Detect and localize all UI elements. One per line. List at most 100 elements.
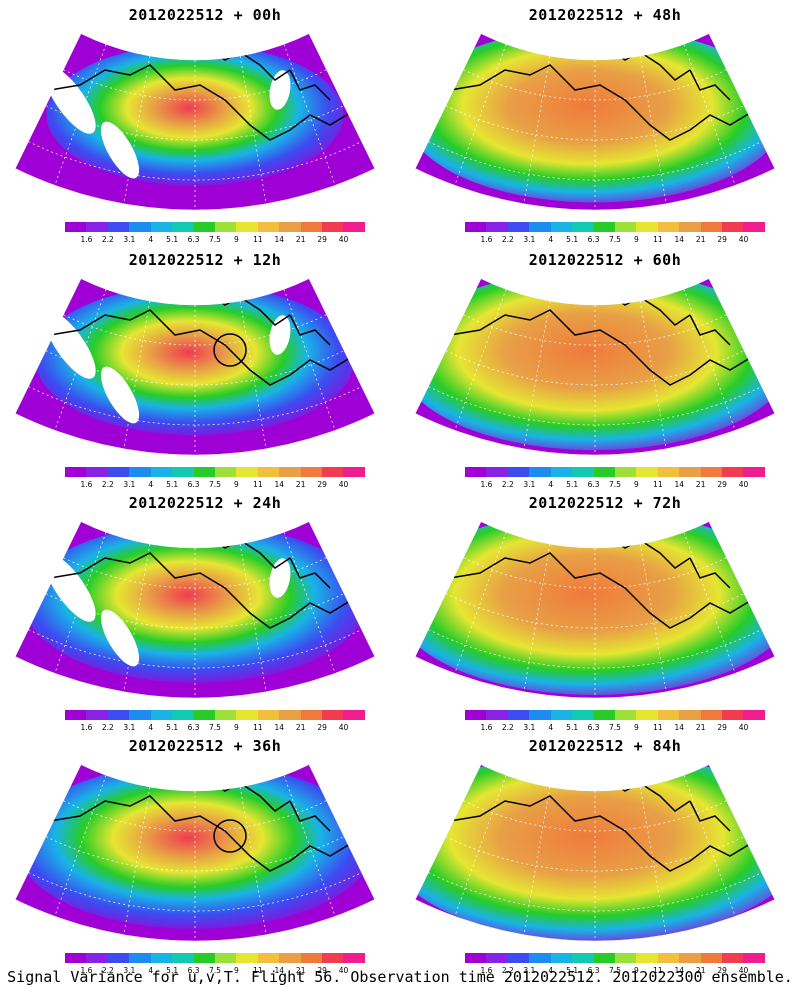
map-boundary [414, 521, 776, 699]
colorbar-segment [322, 467, 344, 477]
colorbar-label: 40 [738, 966, 749, 975]
colorbar-label: 29 [317, 235, 327, 244]
colorbar-segment [636, 710, 658, 720]
colorbar-label: 21 [695, 966, 706, 975]
colorbar-label: 3.1 [523, 723, 536, 732]
colorbar-segment [65, 953, 87, 963]
colorbar-label: 9 [634, 480, 639, 489]
forecast-panel: 2012022512 + 84h 1.6 2.2 3.1 4 5.1 6.3 7.5 9 11 14… [410, 731, 800, 976]
colorbar-segment [322, 710, 344, 720]
colorbar-label: 6.3 [187, 480, 200, 489]
latitude-line [63, 69, 327, 101]
colorbar-segment [572, 222, 594, 232]
forecast-panel: 2012022512 + 48h 1.6 2.2 3.1 4 5.1 6.3 7.5 9 11 14… [410, 0, 800, 245]
colorbar-segment [700, 953, 723, 963]
colorbar-segment [214, 710, 237, 720]
colorbar-segment [65, 467, 87, 477]
colorbar-label: 2.2 [101, 723, 114, 732]
colorbar-label: 1.6 [480, 966, 493, 975]
colorbar-label: 40 [338, 235, 349, 244]
colorbar-segment [465, 467, 487, 477]
colorbar-segment [572, 710, 594, 720]
colorbar-segment [214, 467, 237, 477]
colorbar-label: 9 [234, 480, 239, 489]
colorbar-segment [722, 222, 744, 232]
colorbar-segment [679, 222, 701, 232]
colorbar-label: 5.1 [166, 480, 179, 489]
colorbar-segment [279, 710, 301, 720]
latitude-line [63, 314, 327, 346]
colorbar-label: 21 [695, 480, 706, 489]
colorbar-label: 29 [717, 480, 727, 489]
variance-field [415, 278, 775, 451]
colorbar-segment [172, 710, 194, 720]
colorbar-segment [679, 953, 701, 963]
latitude-line [463, 557, 727, 589]
colorbar-segment [593, 953, 615, 963]
colorbar-label: 40 [338, 480, 349, 489]
colorbar-segment [129, 953, 151, 963]
colorbar-segment [300, 467, 323, 477]
colorbar-segment [593, 467, 615, 477]
colorbar-segment [679, 710, 701, 720]
colorbar-segment [150, 467, 173, 477]
colorbar-segment [614, 222, 637, 232]
colorbar-segment [722, 953, 744, 963]
colorbar-segment [636, 953, 658, 963]
colorbar [465, 710, 765, 720]
colorbar-segment [172, 953, 194, 963]
latitude-line [463, 314, 727, 346]
colorbar-segment [193, 710, 215, 720]
colorbar-labels: 1.6 2.2 3.1 4 5.1 6.3 7.5 9 11 14 21 29 40 [65, 235, 365, 245]
colorbar-segment [86, 222, 108, 232]
colorbar-label: 9 [234, 235, 239, 244]
colorbar-label: 11 [253, 966, 263, 975]
colorbar-segment [343, 467, 365, 477]
colorbar-label: 21 [295, 723, 306, 732]
colorbar-label: 3.1 [123, 235, 136, 244]
colorbar-segment [657, 953, 680, 963]
colorbar-segment [550, 222, 573, 232]
colorbar-segment [529, 953, 551, 963]
colorbar-label: 5.1 [566, 480, 579, 489]
colorbar-segment [172, 467, 194, 477]
colorbar-segment [636, 222, 658, 232]
colorbar-segment [529, 222, 551, 232]
colorbar-label: 3.1 [523, 235, 536, 244]
colorbar-label: 2.2 [101, 966, 114, 975]
colorbar-label: 29 [317, 966, 327, 975]
colorbar-label: 6.3 [187, 235, 200, 244]
colorbar-label: 11 [653, 723, 663, 732]
variance-map [14, 521, 376, 699]
colorbar-segment [550, 467, 573, 477]
colorbar-label: 6.3 [587, 480, 600, 489]
colorbar-label: 7.5 [609, 723, 621, 732]
colorbar-label: 11 [653, 966, 663, 975]
colorbar-segment [107, 710, 130, 720]
colorbar [65, 710, 365, 720]
latitude-line [63, 800, 327, 832]
colorbar-segment [193, 467, 215, 477]
variance-field [415, 764, 775, 941]
map-boundary [14, 521, 376, 699]
colorbar-segment [107, 953, 130, 963]
colorbar-segment [107, 467, 130, 477]
colorbar-segment [614, 710, 637, 720]
colorbar-labels: 1.6 2.2 3.1 4 5.1 6.3 7.5 9 11 14 21 29 40 [465, 723, 765, 733]
colorbar-label: 4 [548, 235, 554, 244]
colorbar-label: 7.5 [209, 723, 221, 732]
longitude-line [239, 55, 267, 204]
forecast-panel: 2012022512 + 12h 1.6 2.2 3.1 4 5.1 6.3 7.5 9 11 14… [10, 245, 400, 490]
colorbar-segment [700, 467, 723, 477]
forecast-panel: 2012022512 + 36h 1.6 2.2 3.1 4 5.1 6.3 7.5 9 11 14… [10, 731, 400, 976]
colorbar-label: 6.3 [187, 723, 200, 732]
forecast-panel: 2012022512 + 24h 1.6 2.2 3.1 4 5.1 6.3 7.5 9 11 14… [10, 488, 400, 733]
variance-map [414, 278, 776, 456]
colorbar-label: 1.6 [80, 966, 93, 975]
colorbar-segment [65, 222, 87, 232]
colorbar-label: 1.6 [80, 723, 93, 732]
colorbar-label: 7.5 [209, 480, 221, 489]
colorbar-segment [550, 953, 573, 963]
colorbar [465, 467, 765, 477]
colorbar-segment [465, 953, 487, 963]
